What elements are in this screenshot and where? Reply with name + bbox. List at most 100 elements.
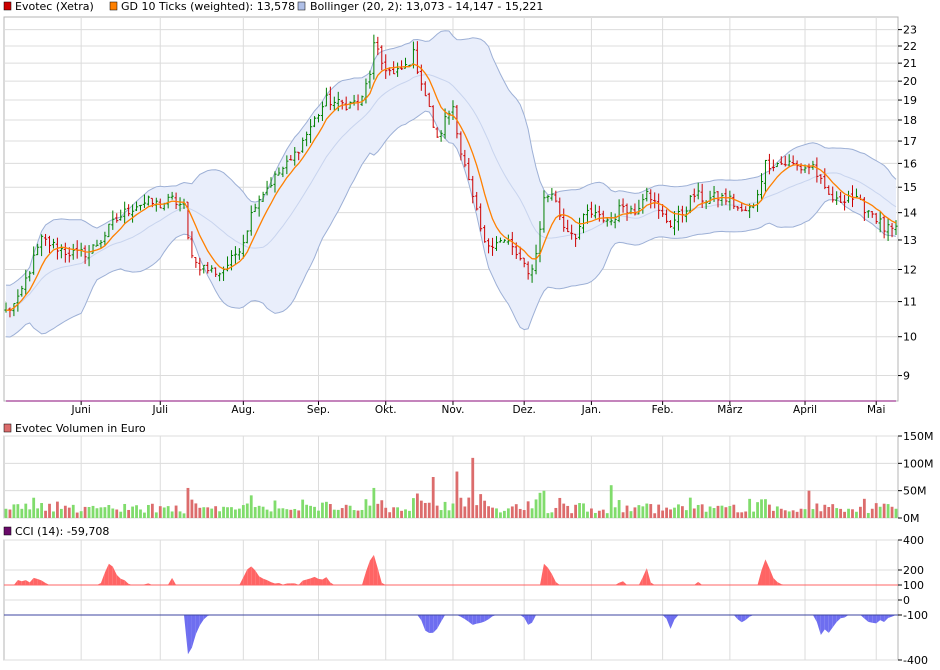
volume-bar <box>344 504 348 518</box>
volume-bar <box>669 509 672 518</box>
ohlc-bar <box>649 189 653 209</box>
ohlc-bar <box>451 100 455 121</box>
ohlc-bar <box>372 34 376 80</box>
volume-bar <box>870 508 874 518</box>
volume-bar <box>408 510 411 518</box>
volume-bar <box>317 510 320 518</box>
volume-y-tick-label: 0M <box>903 512 920 525</box>
volume-bar <box>471 457 475 518</box>
volume-bar <box>384 507 388 518</box>
volume-bar <box>404 509 407 518</box>
cci-fill-high <box>310 576 315 585</box>
cci-fill-high <box>251 566 256 585</box>
ohlc-bar <box>249 205 253 236</box>
volume-bar <box>617 500 621 518</box>
cci-fill-high <box>377 568 382 585</box>
cci-fill-high <box>555 581 560 585</box>
volume-bar <box>48 503 51 518</box>
cci-fill-high <box>642 568 647 585</box>
price-panel: 9 10 11 12 13 14 15 16 17 18 19 20 21 22 23 Juni Juli Au… <box>3 16 917 416</box>
volume-bar <box>297 510 301 518</box>
ohlc-bar <box>439 130 443 142</box>
volume-bar <box>123 503 127 518</box>
volume-bar <box>178 511 182 518</box>
ohlc-bar <box>696 182 700 200</box>
price-x-tick-label: Okt. <box>375 404 397 416</box>
volume-bar <box>862 498 866 518</box>
cci-fill-high <box>29 577 34 585</box>
cci-fill-low <box>674 615 679 620</box>
cci-fill-high <box>694 581 699 585</box>
cci-fill-low <box>460 615 465 620</box>
volume-bar <box>783 510 787 518</box>
cci-fill-low <box>203 615 208 620</box>
volume-bar <box>851 509 854 518</box>
ohlc-bar <box>95 239 99 247</box>
ohlc-bar <box>455 104 459 139</box>
volume-bar <box>760 499 763 518</box>
ohlc-bar <box>530 264 534 283</box>
ohlc-bar <box>657 193 661 219</box>
volume-bar <box>566 505 570 518</box>
cci-fill-high <box>21 580 26 585</box>
volume-bar <box>815 503 819 518</box>
volume-bar <box>40 503 43 518</box>
ohlc-bar <box>119 209 123 221</box>
ohlc-bar <box>91 244 95 254</box>
ohlc-bar <box>376 36 380 56</box>
ohlc-bar <box>645 187 649 202</box>
cci-y-tick-label: 400 <box>903 534 924 547</box>
ohlc-bar <box>550 188 554 201</box>
cci-fill-high <box>37 578 42 585</box>
cci-fill-high <box>646 568 651 585</box>
ohlc-bar <box>36 243 40 256</box>
ohlc-bar <box>664 209 669 224</box>
volume-bar <box>463 506 467 518</box>
ohlc-bar <box>890 222 894 238</box>
ohlc-bar <box>771 159 775 172</box>
volume-bar <box>886 504 890 518</box>
volume-bar <box>336 509 340 518</box>
volume-bar <box>135 505 138 518</box>
ohlc-bar <box>142 194 147 208</box>
volume-bar <box>542 490 546 518</box>
volume-bar <box>716 505 720 518</box>
cci-y-tick-label: 0 <box>903 594 910 607</box>
volume-bar <box>447 510 451 518</box>
moving-average-line <box>5 63 897 311</box>
volume-bar <box>771 510 775 518</box>
legend-label-ma: GD 10 Ticks (weighted): 13,578 <box>121 0 295 13</box>
price-x-tick-label: Jan. <box>581 404 602 416</box>
ohlc-bar <box>324 87 328 107</box>
cci-fill-low <box>184 615 188 655</box>
cci-fill-low <box>666 615 671 629</box>
ohlc-bar <box>24 269 28 296</box>
ohlc-bar <box>522 257 526 268</box>
cci-fill-high <box>17 580 22 585</box>
volume-bar <box>764 499 767 518</box>
volume-bar <box>451 503 455 518</box>
cci-fill-high <box>247 566 252 585</box>
ohlc-bar <box>621 198 625 213</box>
cci-fill-high <box>777 582 782 585</box>
cci-fill-high <box>543 563 548 585</box>
cci-fill-high <box>318 578 323 585</box>
price-y-tick-label: 12 <box>903 263 917 276</box>
volume-bar <box>111 508 115 518</box>
ohlc-bar <box>384 54 388 79</box>
price-x-tick-label: Juni <box>70 404 90 416</box>
volume-bar <box>744 511 748 518</box>
volume-bar <box>688 497 692 518</box>
volume-bar <box>356 510 360 518</box>
volume-bar <box>28 509 32 518</box>
volume-bar <box>661 510 665 518</box>
cci-fill-high <box>124 580 129 585</box>
volume-bar <box>249 495 253 518</box>
bollinger-lower <box>5 110 897 338</box>
volume-bar <box>768 504 771 518</box>
ohlc-bar <box>708 190 712 205</box>
ohlc-bar <box>146 195 150 206</box>
ohlc-bar <box>43 233 48 246</box>
volume-bar <box>578 503 581 518</box>
ohlc-bar <box>866 210 870 218</box>
